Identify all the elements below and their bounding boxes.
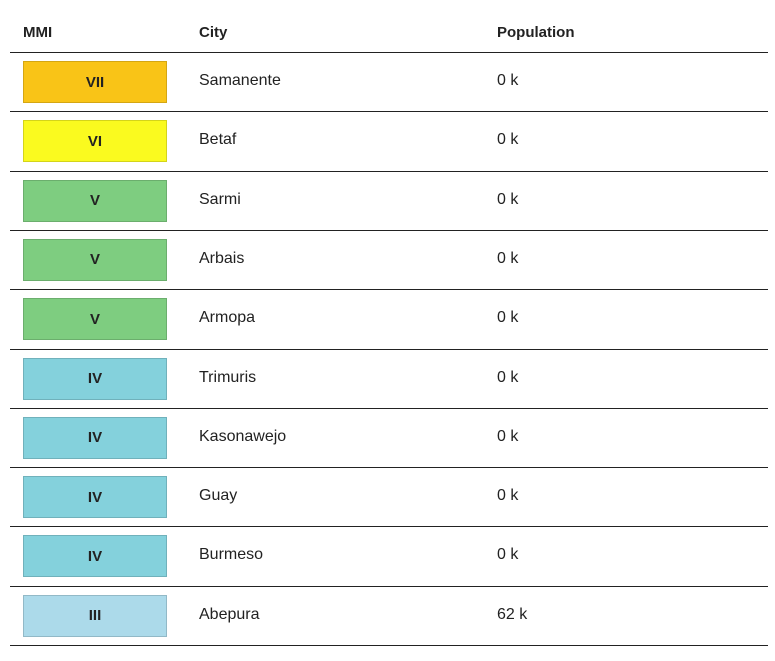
city: Armopa — [199, 309, 256, 327]
mmi-badge: IV — [23, 476, 167, 519]
city: Kasonawejo — [199, 427, 287, 445]
row-rule — [10, 230, 768, 231]
city: Trimuris — [199, 368, 257, 386]
mmi-badge: VI — [23, 120, 167, 163]
row-rule — [10, 586, 768, 587]
population: 0 k — [497, 190, 519, 208]
population: 0 k — [497, 427, 519, 445]
header-mmi: MMI — [23, 24, 53, 41]
city: Guay — [199, 487, 238, 505]
mmi-badge: IV — [23, 357, 167, 400]
city: Abepura — [199, 605, 260, 623]
mmi-badge: IV — [23, 416, 167, 459]
mmi-badge: V — [23, 238, 167, 281]
header-population: Population — [497, 24, 575, 41]
population: 0 k — [497, 131, 519, 149]
row-rule — [10, 111, 768, 112]
header-city: City — [199, 24, 228, 41]
population: 0 k — [497, 487, 519, 505]
mmi-badge: V — [23, 298, 167, 341]
population: 0 k — [497, 72, 519, 89]
city: Arbais — [199, 249, 245, 267]
population: 0 k — [497, 309, 519, 327]
population: 0 k — [497, 368, 519, 386]
row-rule — [10, 408, 768, 409]
mmi-badge: III — [23, 594, 167, 637]
mmi-badge: VII — [23, 61, 167, 103]
population: 0 k — [497, 249, 519, 267]
city: Samanente — [199, 72, 281, 89]
header-rule — [10, 52, 768, 53]
city: Betaf — [199, 131, 237, 149]
row-rule — [10, 289, 768, 290]
population: 0 k — [497, 546, 519, 564]
city: Sarmi — [199, 190, 241, 208]
mmi-badge: V — [23, 179, 167, 222]
row-rule — [10, 645, 768, 646]
row-rule — [10, 467, 768, 468]
population: 62 k — [497, 605, 528, 623]
row-rule — [10, 526, 768, 527]
row-rule — [10, 171, 768, 172]
mmi-badge: IV — [23, 535, 167, 578]
city: Burmeso — [199, 546, 264, 564]
row-rule — [10, 349, 768, 350]
